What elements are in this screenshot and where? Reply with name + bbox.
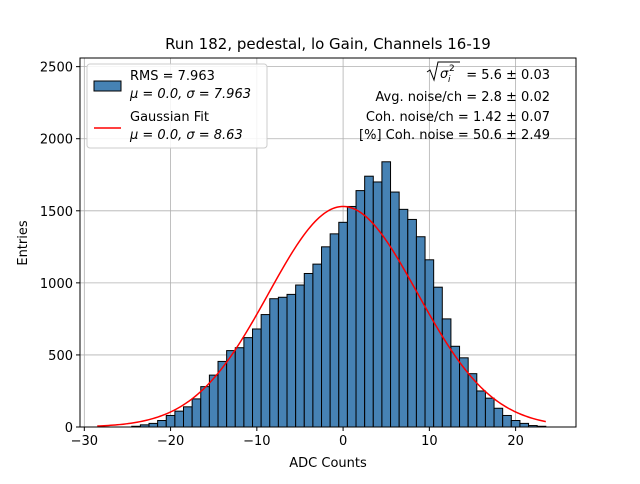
histogram-bar xyxy=(312,263,323,428)
histogram-bar xyxy=(286,293,297,428)
histogram-bar xyxy=(165,414,176,428)
gaussian-fit-line xyxy=(97,205,546,427)
histogram-bar xyxy=(476,390,486,428)
pct-coh-noise-text: [%] Coh. noise = 50.6 ± 2.49 xyxy=(359,128,550,143)
histogram-bar xyxy=(157,420,167,428)
coh-noise-text: Coh. noise/ch = 1.42 ± 0.07 xyxy=(366,110,550,125)
y-tick-label: 1500 xyxy=(40,205,73,220)
histogram-bar xyxy=(329,233,340,428)
histogram-bar xyxy=(295,284,305,428)
histogram-bar xyxy=(502,414,512,428)
avg-noise-text: Avg. noise/ch = 2.8 ± 0.02 xyxy=(375,90,550,105)
x-tick-label: 10 xyxy=(421,434,438,449)
histogram-bar xyxy=(415,236,426,428)
histogram-bar xyxy=(407,218,417,428)
histogram-bar xyxy=(303,272,314,428)
x-tick-label: −30 xyxy=(71,434,98,449)
histogram-bar xyxy=(424,259,435,428)
svg-text:2: 2 xyxy=(449,64,455,74)
x-tick-label: 20 xyxy=(507,434,524,449)
y-axis-ticks: 0 500 1000 1500 2000 2500 xyxy=(40,61,80,436)
y-tick-label: 0 xyxy=(65,421,73,436)
svg-text:i: i xyxy=(448,75,451,85)
histogram-bar xyxy=(226,350,236,428)
x-tick-label: −20 xyxy=(157,434,184,449)
sigma-sqrt-symbol: σ i 2 xyxy=(426,61,460,85)
legend-sublabel-histogram: μ = 0.0, σ = 7.963 xyxy=(129,87,251,102)
legend-frame xyxy=(86,63,268,149)
x-tick-label: −10 xyxy=(243,434,270,449)
histogram-bar xyxy=(234,347,245,428)
histogram-bar xyxy=(243,337,254,428)
legend: RMS = 7.963 μ = 0.0, σ = 7.963 Gaussian … xyxy=(86,63,268,149)
y-axis-label: Entries xyxy=(16,220,31,266)
histogram-bar xyxy=(208,374,219,428)
x-tick-label: 0 xyxy=(339,434,347,449)
legend-sublabel-fit: μ = 0.0, σ = 8.63 xyxy=(129,128,243,143)
y-tick-label: 2000 xyxy=(40,133,73,148)
histogram-bar xyxy=(484,397,495,428)
legend-patch-histogram xyxy=(93,80,122,92)
sigma-total-text: = 5.6 ± 0.03 xyxy=(466,68,550,83)
histogram-bar xyxy=(372,181,383,428)
histogram-bar xyxy=(364,175,374,428)
y-tick-label: 2500 xyxy=(40,61,73,76)
histogram-bar xyxy=(174,410,185,428)
histogram-bar xyxy=(277,296,288,428)
chart-title: Run 182, pedestal, lo Gain, Channels 16-… xyxy=(165,35,491,53)
histogram-bar xyxy=(381,161,392,428)
histogram-bar xyxy=(519,422,530,428)
histogram-bar xyxy=(200,386,210,428)
svg-text:σ: σ xyxy=(440,67,449,82)
x-axis-label: ADC Counts xyxy=(289,456,367,471)
plot-frame xyxy=(79,57,577,428)
histogram-bar xyxy=(269,298,279,428)
histogram-bar xyxy=(433,286,443,428)
histogram-bar xyxy=(390,191,400,428)
histogram-bar xyxy=(398,208,409,428)
histogram-bar xyxy=(450,345,461,428)
histogram-bar xyxy=(252,328,262,428)
histogram-bar xyxy=(321,246,331,428)
legend-label-fit: Gaussian Fit xyxy=(130,110,209,125)
x-axis-ticks: −30 −20 −10 0 10 20 xyxy=(71,427,524,449)
histogram-bar xyxy=(183,406,193,428)
histogram-bar xyxy=(260,314,271,428)
histogram-bar xyxy=(191,398,202,428)
histogram-bar xyxy=(355,190,366,428)
histogram-bar xyxy=(510,420,521,428)
stats-annotations: σ i 2 = 5.6 ± 0.03 Avg. noise/ch = 2.8 ±… xyxy=(359,61,550,143)
y-tick-label: 1000 xyxy=(40,277,73,292)
histogram-bar xyxy=(346,205,357,428)
legend-label-rms: RMS = 7.963 xyxy=(130,69,215,84)
histogram-bar xyxy=(493,407,504,428)
histogram-bar xyxy=(441,318,452,428)
y-tick-label: 500 xyxy=(48,349,73,364)
histogram-bar xyxy=(338,221,348,428)
histogram-bars xyxy=(131,161,547,428)
histogram-bar xyxy=(148,422,159,428)
